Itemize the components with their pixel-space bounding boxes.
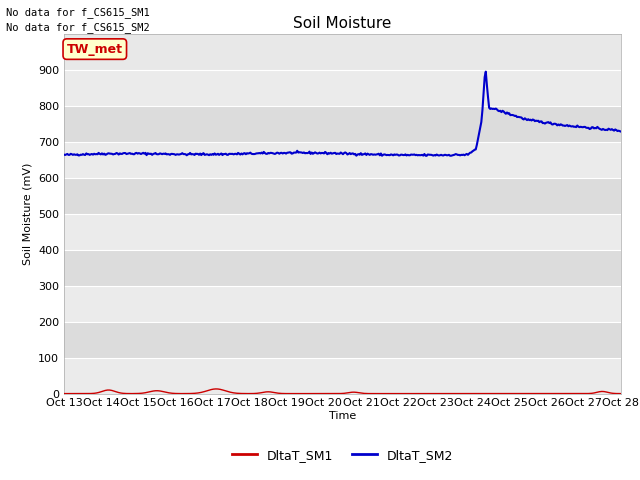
Bar	[64, 214, 621, 250]
Bar	[64, 358, 621, 394]
Text: TW_met: TW_met	[67, 43, 123, 56]
Bar	[64, 106, 621, 142]
Bar	[64, 178, 621, 214]
Bar	[64, 250, 621, 286]
Text: No data for f_CS615_SM1: No data for f_CS615_SM1	[6, 7, 150, 18]
Bar	[64, 70, 621, 106]
X-axis label: Time: Time	[329, 411, 356, 421]
Bar	[64, 142, 621, 178]
Bar	[64, 322, 621, 358]
Title: Soil Moisture: Soil Moisture	[293, 16, 392, 31]
Bar	[64, 286, 621, 322]
Legend: DltaT_SM1, DltaT_SM2: DltaT_SM1, DltaT_SM2	[227, 444, 458, 467]
Y-axis label: Soil Moisture (mV): Soil Moisture (mV)	[22, 162, 33, 265]
Text: No data for f_CS615_SM2: No data for f_CS615_SM2	[6, 22, 150, 33]
